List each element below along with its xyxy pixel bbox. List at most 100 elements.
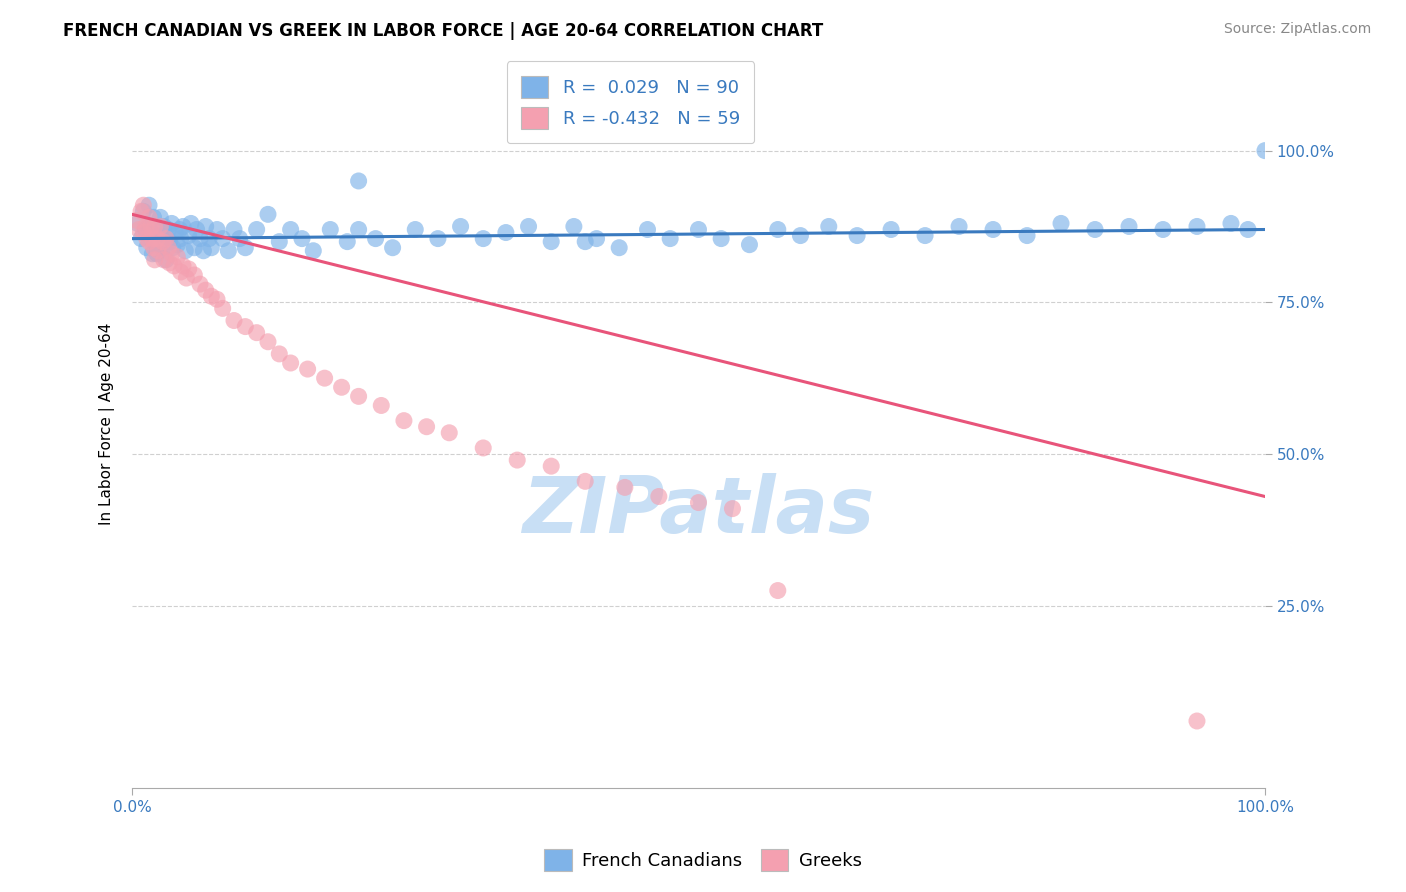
Point <box>659 231 682 245</box>
Point <box>789 228 811 243</box>
Point <box>1237 222 1260 236</box>
Point <box>280 356 302 370</box>
Point <box>200 241 222 255</box>
Point <box>562 219 585 234</box>
Point <box>766 583 789 598</box>
Point <box>169 222 191 236</box>
Point <box>981 222 1004 236</box>
Point <box>817 219 839 234</box>
Point <box>233 319 256 334</box>
Point <box>347 389 370 403</box>
Point <box>152 241 174 255</box>
Point <box>146 219 169 234</box>
Point <box>174 244 197 258</box>
Point <box>143 235 166 249</box>
Point <box>291 231 314 245</box>
Point <box>1152 222 1174 236</box>
Point <box>155 252 177 267</box>
Point <box>152 235 174 249</box>
Point <box>162 241 184 255</box>
Point <box>846 228 869 243</box>
Point <box>146 237 169 252</box>
Point <box>142 211 165 225</box>
Point <box>948 219 970 234</box>
Point <box>269 235 291 249</box>
Point <box>347 222 370 236</box>
Point <box>347 174 370 188</box>
Point <box>637 222 659 236</box>
Point <box>176 271 198 285</box>
Point <box>135 219 157 234</box>
Point <box>217 244 239 258</box>
Point <box>205 222 228 236</box>
Point <box>180 216 202 230</box>
Point <box>170 265 193 279</box>
Point <box>648 490 671 504</box>
Point <box>607 241 630 255</box>
Point <box>188 277 211 292</box>
Point <box>188 231 211 245</box>
Legend: R =  0.029   N = 90, R = -0.432   N = 59: R = 0.029 N = 90, R = -0.432 N = 59 <box>506 62 755 144</box>
Point <box>364 231 387 245</box>
Point <box>257 207 280 221</box>
Point <box>495 226 517 240</box>
Point <box>172 219 194 234</box>
Point <box>129 204 152 219</box>
Point <box>1084 222 1107 236</box>
Point <box>149 211 172 225</box>
Point <box>160 216 183 230</box>
Point <box>319 222 342 236</box>
Point <box>314 371 336 385</box>
Point <box>155 231 177 245</box>
Point <box>415 419 437 434</box>
Point <box>152 252 174 267</box>
Point <box>914 228 936 243</box>
Point <box>228 231 250 245</box>
Text: ZIPatlas: ZIPatlas <box>523 473 875 549</box>
Point <box>146 247 169 261</box>
Point <box>141 219 163 234</box>
Point <box>211 301 233 316</box>
Point <box>141 231 163 245</box>
Point <box>392 414 415 428</box>
Point <box>135 231 157 245</box>
Point <box>146 231 169 245</box>
Point <box>157 222 180 236</box>
Point <box>149 228 172 243</box>
Point <box>426 231 449 245</box>
Point <box>143 219 166 234</box>
Point <box>222 313 245 327</box>
Point <box>183 241 205 255</box>
Point <box>721 501 744 516</box>
Point <box>1220 216 1243 230</box>
Point <box>246 326 269 340</box>
Point <box>127 216 149 230</box>
Point <box>1050 216 1073 230</box>
Point <box>585 231 607 245</box>
Point <box>297 362 319 376</box>
Point <box>172 259 194 273</box>
Point <box>336 235 359 249</box>
Point <box>183 268 205 282</box>
Point <box>540 235 562 249</box>
Point <box>574 235 596 249</box>
Point <box>163 259 186 273</box>
Point <box>170 231 193 245</box>
Point <box>233 241 256 255</box>
Point <box>257 334 280 349</box>
Point <box>177 262 200 277</box>
Point <box>472 441 495 455</box>
Point <box>157 235 180 249</box>
Point <box>166 250 188 264</box>
Point <box>404 222 426 236</box>
Y-axis label: In Labor Force | Age 20-64: In Labor Force | Age 20-64 <box>100 323 115 524</box>
Point <box>149 219 172 234</box>
Point <box>125 213 148 227</box>
Point <box>138 219 160 234</box>
Point <box>710 231 733 245</box>
Point <box>157 256 180 270</box>
Point <box>135 222 157 236</box>
Point <box>138 235 160 249</box>
Point <box>472 231 495 245</box>
Point <box>143 252 166 267</box>
